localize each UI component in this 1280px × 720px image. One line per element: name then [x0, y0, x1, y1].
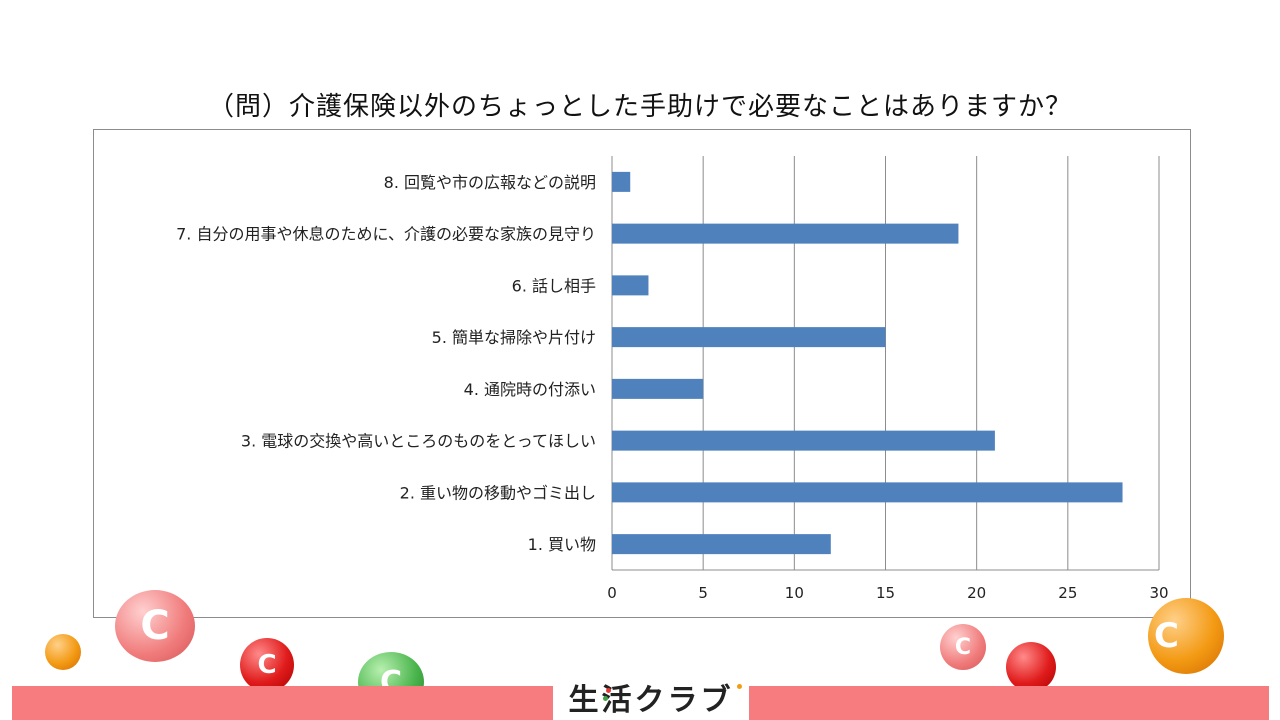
x-tick-label: 5: [698, 584, 708, 602]
logo-dot-icon: [737, 684, 742, 689]
bar: [612, 430, 995, 451]
category-label: 7. 自分の用事や休息のために、介護の必要な家族の見守り: [176, 225, 596, 244]
category-label: 4. 通院時の付添い: [464, 380, 596, 399]
bar: [612, 275, 649, 296]
bar: [612, 378, 704, 399]
bar: [612, 482, 1123, 503]
category-label: 1. 買い物: [528, 535, 596, 554]
x-tick-label: 30: [1149, 584, 1168, 602]
x-tick-label: 0: [607, 584, 617, 602]
bar-chart: 0 5 10 15 20 25 30 8. 回覧や市の広報などの説明 7. 自分の用事や休息のた…: [176, 156, 1169, 602]
category-label: 2. 重い物の移動やゴミ出し: [400, 483, 596, 502]
footer-band-left: [12, 686, 553, 720]
bar: [612, 223, 959, 244]
category-label: 8. 回覧や市の広報などの説明: [384, 173, 596, 192]
logo-dot-icon: [603, 696, 608, 701]
category-label: 5. 簡単な掃除や片付け: [432, 328, 596, 347]
bar: [612, 171, 631, 192]
decorative-ball-icon: C: [1148, 598, 1224, 674]
chart-title: （問）介護保険以外のちょっとした手助けで必要なことはありますか？: [207, 92, 1072, 122]
chart-area: 0 5 10 15 20 25 30 8. 回覧や市の広報などの説明 7. 自分の用事や休息のた…: [93, 129, 1191, 618]
logo-dot-icon: [606, 688, 611, 693]
footer-logo: 生活クラブ: [553, 674, 749, 720]
decorative-ball-icon: C: [240, 638, 294, 692]
footer-band-right: [749, 686, 1269, 720]
x-tick-label: 15: [876, 584, 895, 602]
bar: [612, 327, 886, 348]
decorative-ball-icon: [1006, 642, 1056, 692]
category-label: 6. 話し相手: [512, 276, 596, 295]
decorative-ball-icon: C: [940, 624, 986, 670]
x-tick-label: 20: [967, 584, 986, 602]
logo-text: 生活クラブ: [568, 683, 734, 718]
x-tick-label: 25: [1058, 584, 1077, 602]
decorative-ball-icon: [45, 634, 81, 670]
decorative-ball-icon: C: [115, 590, 195, 662]
category-label: 3. 電球の交換や高いところのものをとってほしい: [241, 432, 596, 451]
x-tick-label: 10: [785, 584, 804, 602]
bar: [612, 534, 831, 555]
